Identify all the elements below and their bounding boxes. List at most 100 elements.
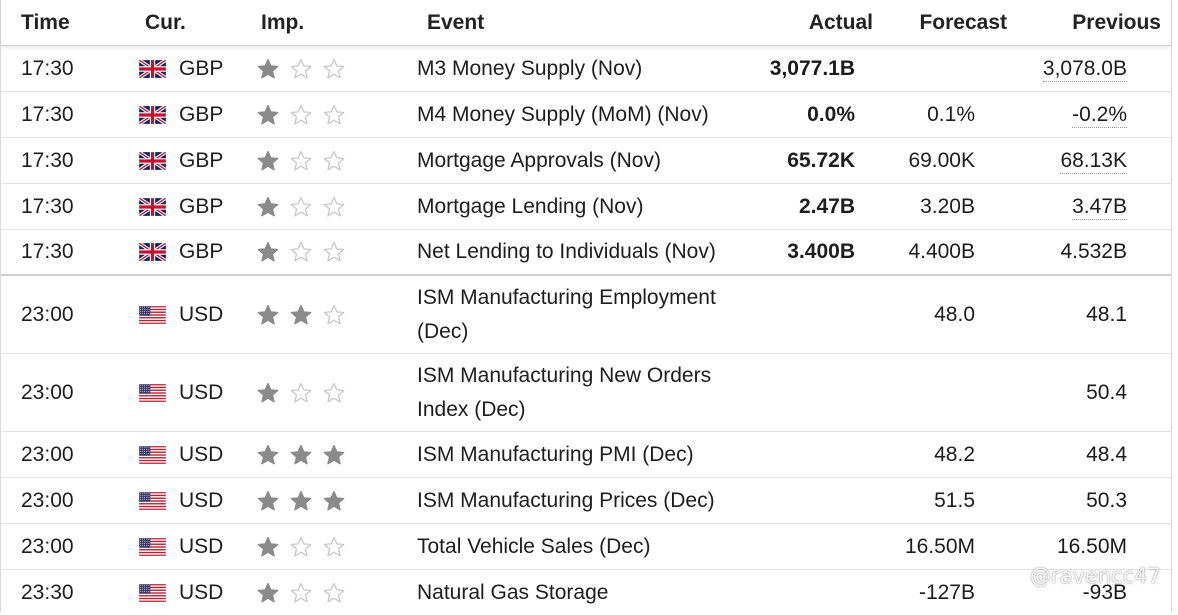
us-flag-icon bbox=[138, 383, 167, 402]
previous-cell: 68.13K bbox=[975, 148, 1127, 174]
currency-code: GBP bbox=[179, 56, 224, 80]
event-name[interactable]: M4 Money Supply (MoM) (Nov) bbox=[417, 98, 735, 132]
table-row[interactable]: 23:00 USD Total Vehicle Sales (Dec) 16.50M 1… bbox=[1, 524, 1171, 570]
event-name-line: (Dec) bbox=[417, 319, 469, 343]
importance-star-icon bbox=[323, 536, 345, 558]
importance-star-icon bbox=[257, 490, 279, 512]
event-name[interactable]: ISM Manufacturing Employment (Dec) bbox=[417, 281, 735, 349]
us-flag-icon bbox=[138, 583, 167, 602]
us-flag-icon bbox=[138, 305, 167, 324]
importance-star-icon bbox=[290, 241, 312, 263]
event-name-line: Net Lending to Individuals (Nov) bbox=[417, 240, 716, 263]
forecast-value: 48.2 bbox=[934, 442, 975, 466]
event-name[interactable]: Natural Gas Storage bbox=[417, 576, 735, 610]
header-event[interactable]: Event bbox=[427, 10, 485, 34]
importance-star-icon bbox=[257, 58, 279, 80]
header-importance[interactable]: Imp. bbox=[261, 10, 305, 34]
table-row[interactable]: 23:00 USD ISM Manufacturing New Orders Inde… bbox=[1, 354, 1171, 432]
event-name[interactable]: Mortgage Approvals (Nov) bbox=[417, 144, 735, 178]
header-forecast[interactable]: Forecast bbox=[919, 10, 1007, 34]
importance-star-icon bbox=[323, 490, 345, 512]
table-row[interactable]: 17:30 GBP Mortgage Lending (Nov) 2.47B 3.20B… bbox=[1, 184, 1171, 230]
forecast-value: -127B bbox=[918, 580, 975, 604]
importance-rating bbox=[257, 382, 417, 404]
currency-code: USD bbox=[179, 488, 224, 512]
importance-rating bbox=[257, 444, 417, 466]
currency-cell: GBP bbox=[138, 103, 257, 127]
importance-star-icon bbox=[290, 104, 312, 126]
event-time: 23:00 bbox=[21, 442, 74, 466]
importance-star-icon bbox=[323, 58, 345, 80]
previous-value: -93B bbox=[1082, 580, 1127, 604]
currency-code: USD bbox=[179, 534, 224, 558]
event-time: 17:30 bbox=[21, 240, 74, 263]
importance-star-icon bbox=[323, 582, 345, 604]
previous-cell: 4.532B bbox=[975, 240, 1127, 264]
currency-cell: USD bbox=[138, 380, 257, 405]
importance-rating bbox=[257, 241, 417, 263]
event-name[interactable]: ISM Manufacturing PMI (Dec) bbox=[417, 438, 735, 472]
currency-code: GBP bbox=[179, 194, 224, 218]
currency-cell: GBP bbox=[138, 56, 257, 81]
table-row[interactable]: 17:30 GBP Mortgage Approvals (Nov) 65.72K 69… bbox=[1, 138, 1171, 184]
importance-star-icon bbox=[323, 444, 345, 466]
event-name[interactable]: M3 Money Supply (Nov) bbox=[417, 52, 735, 86]
importance-star-icon bbox=[257, 150, 279, 172]
event-name[interactable]: ISM Manufacturing New Orders Index (Dec) bbox=[417, 359, 735, 427]
importance-star-icon bbox=[290, 582, 312, 604]
currency-cell: USD bbox=[138, 443, 257, 467]
previous-cell: -93B bbox=[975, 581, 1127, 605]
importance-rating bbox=[257, 536, 417, 558]
event-name[interactable]: Net Lending to Individuals (Nov) bbox=[417, 235, 735, 269]
currency-code: GBP bbox=[179, 240, 224, 263]
event-time: 17:30 bbox=[21, 56, 74, 80]
event-name-line: M3 Money Supply (Nov) bbox=[417, 56, 643, 80]
event-name-line: Mortgage Approvals (Nov) bbox=[417, 148, 661, 172]
previous-value[interactable]: 3.47B bbox=[1072, 194, 1127, 220]
table-row[interactable]: 23:00 USD ISM Manufacturing Prices (Dec) 51… bbox=[1, 478, 1171, 524]
table-row[interactable]: 17:30 GBP M3 Money Supply (Nov) 3,077.1B 3,0… bbox=[1, 46, 1171, 92]
importance-star-icon bbox=[323, 150, 345, 172]
importance-star-icon bbox=[257, 382, 279, 404]
header-previous[interactable]: Previous bbox=[1072, 10, 1161, 34]
importance-star-icon bbox=[323, 382, 345, 404]
header-actual[interactable]: Actual bbox=[808, 10, 873, 34]
table-header: Time Cur. Imp. Event Actual Forecast Pre… bbox=[1, 0, 1171, 46]
previous-value[interactable]: 3,078.0B bbox=[1042, 56, 1127, 82]
header-currency[interactable]: Cur. bbox=[145, 10, 186, 34]
event-time: 23:30 bbox=[21, 580, 74, 604]
importance-star-icon bbox=[290, 536, 312, 558]
event-name[interactable]: ISM Manufacturing Prices (Dec) bbox=[417, 484, 735, 518]
event-name[interactable]: Total Vehicle Sales (Dec) bbox=[417, 530, 735, 564]
event-name[interactable]: Mortgage Lending (Nov) bbox=[417, 190, 735, 224]
importance-star-icon bbox=[290, 150, 312, 172]
previous-value[interactable]: 68.13K bbox=[1060, 148, 1127, 174]
currency-code: USD bbox=[179, 302, 224, 326]
currency-cell: GBP bbox=[138, 149, 257, 173]
currency-cell: GBP bbox=[138, 240, 257, 264]
table-row[interactable]: 23:00 USD ISM Manufacturing Employment (Dec… bbox=[1, 276, 1171, 354]
uk-flag-icon bbox=[138, 196, 167, 217]
uk-flag-icon bbox=[138, 104, 167, 125]
table-row[interactable]: 23:30 USD Natural Gas Storage -127B -93B bbox=[1, 570, 1171, 615]
previous-value: 48.1 bbox=[1086, 302, 1127, 326]
importance-star-icon bbox=[290, 444, 312, 466]
previous-cell: 16.50M bbox=[975, 535, 1127, 559]
importance-star-icon bbox=[290, 58, 312, 80]
previous-value[interactable]: -0.2% bbox=[1072, 102, 1127, 128]
event-name-line: ISM Manufacturing Prices (Dec) bbox=[417, 488, 715, 512]
table-row[interactable]: 23:00 USD ISM Manufacturing PMI (Dec) 48.2 4… bbox=[1, 432, 1171, 478]
header-time[interactable]: Time bbox=[21, 10, 70, 34]
actual-value: 65.72K bbox=[787, 148, 855, 172]
event-time: 23:00 bbox=[21, 534, 74, 558]
importance-rating bbox=[257, 196, 417, 218]
table-row[interactable]: 17:30 GBP Net Lending to Individuals (Nov)… bbox=[1, 230, 1171, 276]
event-name-line: ISM Manufacturing New Orders bbox=[417, 363, 712, 387]
currency-code: USD bbox=[179, 380, 224, 404]
importance-rating bbox=[257, 150, 417, 172]
previous-cell: 50.4 bbox=[975, 381, 1127, 405]
forecast-value: 51.5 bbox=[934, 488, 975, 512]
table-row[interactable]: 17:30 GBP M4 Money Supply (MoM) (Nov) 0.0% 0… bbox=[1, 92, 1171, 138]
uk-flag-icon bbox=[138, 241, 167, 263]
importance-star-icon bbox=[290, 196, 312, 218]
